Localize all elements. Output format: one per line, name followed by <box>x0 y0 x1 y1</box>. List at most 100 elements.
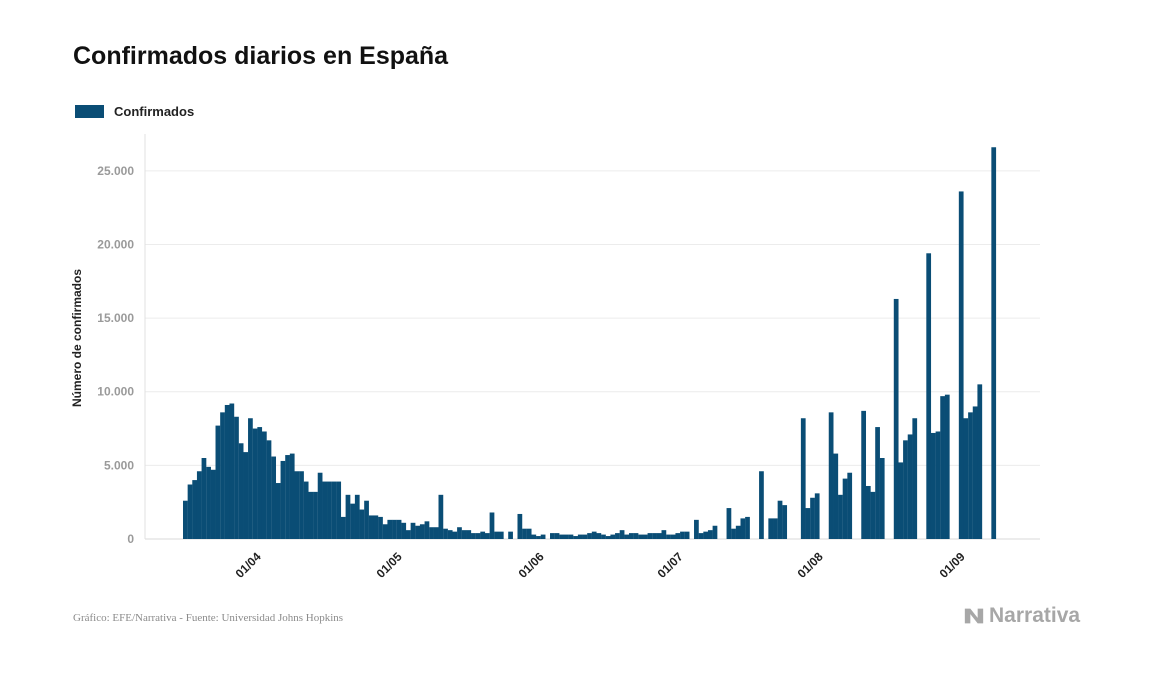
bar <box>647 533 653 539</box>
bar <box>740 518 746 539</box>
bar <box>707 530 713 539</box>
x-tick-label: 01/06 <box>516 549 547 580</box>
bar <box>587 533 592 539</box>
bar <box>317 472 323 539</box>
bar <box>248 418 253 539</box>
bar <box>726 508 732 539</box>
bar <box>457 527 462 539</box>
brand-logo: Narrativa <box>963 604 1080 628</box>
brand-text: Narrativa <box>989 604 1081 627</box>
bar <box>865 485 871 539</box>
source-text: Gráfico: EFE/Narrativa - Fuente: Univers… <box>73 612 344 624</box>
bar <box>601 534 606 539</box>
bar <box>912 418 918 539</box>
bar <box>861 410 867 539</box>
bar <box>731 528 736 539</box>
bar <box>280 460 286 539</box>
bar <box>782 505 788 539</box>
bar <box>526 528 532 539</box>
bar <box>661 530 667 539</box>
bar <box>875 427 880 539</box>
bar <box>684 531 690 539</box>
bar <box>368 515 374 539</box>
x-tick-label: 01/07 <box>655 549 686 580</box>
bar <box>401 522 407 539</box>
bar <box>275 483 281 539</box>
bar <box>327 481 332 539</box>
bar <box>396 519 402 539</box>
bar <box>963 418 969 539</box>
bar <box>940 396 945 539</box>
bar <box>972 406 978 539</box>
bar <box>805 508 811 539</box>
narrativa-logo-icon <box>964 608 984 624</box>
bar <box>991 147 997 539</box>
x-tick-label: 01/08 <box>795 549 826 580</box>
bar <box>461 530 467 539</box>
bar <box>633 533 639 539</box>
bar <box>285 455 290 539</box>
bar <box>438 494 444 539</box>
bar <box>424 521 430 539</box>
bar <box>800 418 806 539</box>
y-tick-label: 0 <box>127 532 134 546</box>
bar <box>508 531 513 539</box>
bar <box>447 530 453 539</box>
bar <box>638 534 644 539</box>
chart-title: Confirmados diarios en España <box>73 42 449 70</box>
bar <box>215 425 221 539</box>
y-tick-label: 15.000 <box>97 311 134 325</box>
bar <box>568 534 574 539</box>
bar <box>359 509 365 539</box>
bar <box>577 534 583 539</box>
bar <box>810 497 815 539</box>
bar <box>257 427 263 539</box>
bar <box>642 534 648 539</box>
bar <box>229 403 235 539</box>
bar <box>373 515 379 539</box>
bar <box>192 480 198 539</box>
bar <box>303 481 309 539</box>
bar <box>340 516 346 539</box>
legend-swatch <box>75 105 104 118</box>
bar <box>703 531 709 539</box>
bar <box>243 452 249 539</box>
bar <box>252 428 258 539</box>
bar <box>870 491 876 539</box>
bar <box>415 525 421 539</box>
y-tick-label: 20.000 <box>97 237 134 251</box>
bar <box>596 533 602 539</box>
x-tick-label: 01/05 <box>374 549 405 580</box>
bar <box>466 530 472 539</box>
bar <box>350 503 355 539</box>
y-tick-label: 5.000 <box>104 458 134 472</box>
bar <box>484 533 490 539</box>
bar <box>550 533 555 539</box>
bar <box>898 462 904 539</box>
bar <box>183 500 188 539</box>
bar <box>313 491 318 539</box>
bar <box>712 525 718 539</box>
bar <box>289 453 295 539</box>
bar <box>489 512 495 539</box>
bar <box>405 530 411 539</box>
bar <box>554 533 560 539</box>
bar <box>828 412 834 539</box>
bar <box>354 494 360 539</box>
bar <box>387 519 393 539</box>
bar <box>944 394 950 539</box>
bar <box>382 524 388 539</box>
bar <box>930 432 936 539</box>
bar <box>619 530 625 539</box>
bar <box>666 534 671 539</box>
bar <box>378 516 383 539</box>
bar <box>768 518 774 539</box>
bar <box>475 533 481 539</box>
bar <box>392 519 397 539</box>
bar <box>624 534 630 539</box>
bar <box>656 533 662 539</box>
bar <box>745 516 750 539</box>
bar <box>759 471 764 539</box>
bar <box>680 531 685 539</box>
